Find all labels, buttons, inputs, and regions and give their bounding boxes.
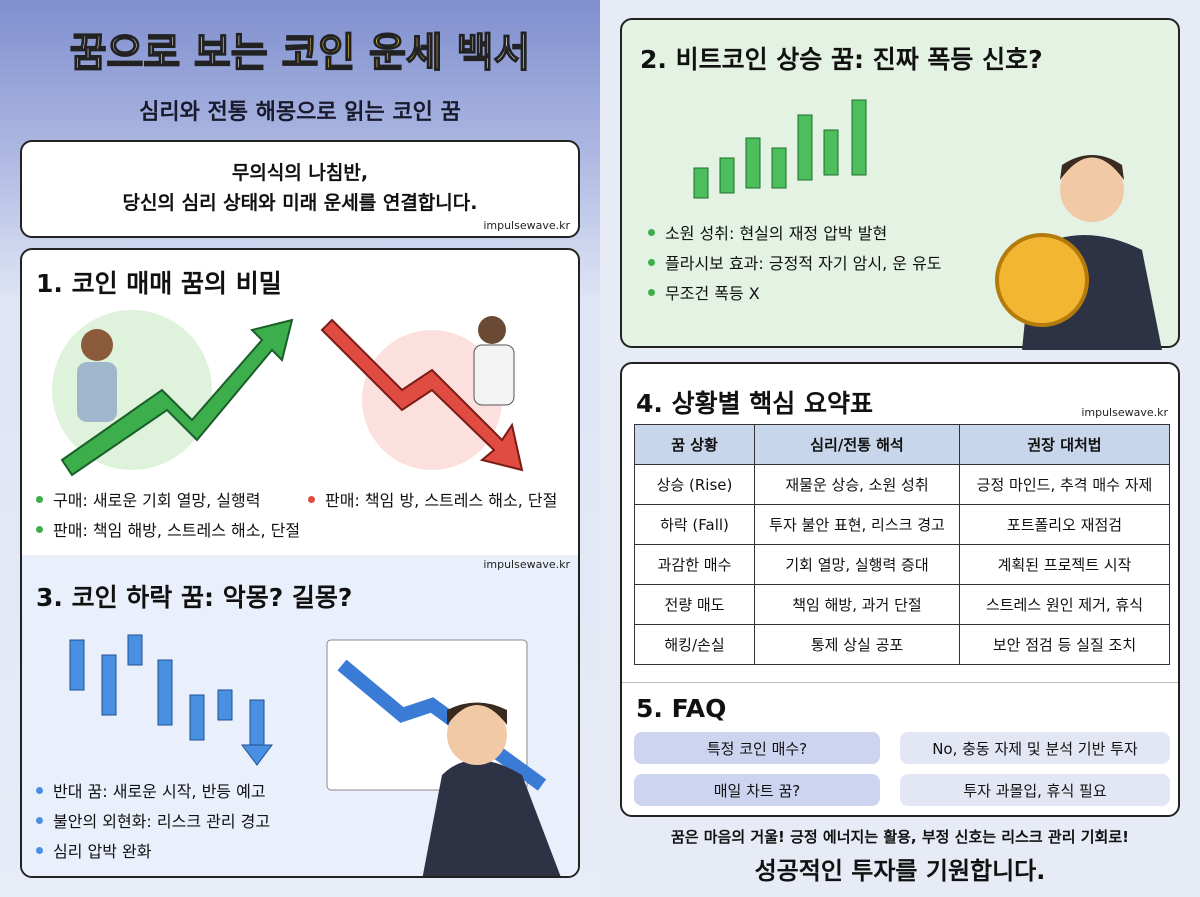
title: 꿈으로 보는 코인 운세 백서 xyxy=(0,20,600,78)
table-cell: 해킹/손실 xyxy=(634,624,755,665)
table-cell: 통제 상실 공포 xyxy=(754,624,960,665)
faq-answer: No, 충동 자제 및 분석 기반 투자 xyxy=(900,732,1170,764)
section-title: 4. 상황별 핵심 요약표 xyxy=(636,389,874,418)
summary-table: 꿈 상황 심리/전통 해석 권장 대처법 상승 (Rise) 재물운 상승, 소원 성취… xyxy=(634,424,1170,665)
section-title: 3. 코인 하락 꿈: 악몽? 길몽? xyxy=(36,583,353,612)
bullet-text: 심리 압박 완화 xyxy=(53,842,152,861)
section3-illustration xyxy=(69,634,561,876)
section-title: 1. 코인 매매 꿈의 비밀 xyxy=(36,269,282,298)
table-header-cell: 꿈 상황 xyxy=(634,424,755,465)
footer-line: 꿈은 마음의 거울! 긍정 에너지는 활용, 부정 신호는 리스크 관리 기회로… xyxy=(670,828,1129,846)
subtitle: 심리와 전통 해몽으로 읽는 코인 꿈 xyxy=(139,100,461,125)
table-row: 상승 (Rise) 재물운 상승, 소원 성취 긍정 마인드, 추격 매수 자제 xyxy=(634,464,1170,505)
table-cell: 과감한 매수 xyxy=(634,544,755,585)
section2-illustration xyxy=(693,99,1162,350)
intro-box: 무의식의 나침반, 당신의 심리 상태와 미래 운세를 연결합니다. impul… xyxy=(20,140,580,238)
table-row: 전량 매도 책임 해방, 과거 단절 스트레스 원인 제거, 휴식 xyxy=(634,584,1170,625)
bullet-text: 무조건 폭등 X xyxy=(665,284,760,303)
section-title: 5. FAQ xyxy=(636,694,727,723)
bullet-text: 판매: 책임 해방, 스트레스 해소, 단절 xyxy=(53,521,301,540)
source: impulsewave.kr xyxy=(1081,406,1168,419)
bullet-text: 구매: 새로운 기회 열망, 실행력 xyxy=(53,491,261,510)
table-cell: 전량 매도 xyxy=(634,584,755,625)
section2: 2. 비트코인 상승 꿈: 진짜 폭등 신호? 소원 성취: 현실의 재정 압박… xyxy=(620,18,1180,350)
right-panel: 4. 상황별 핵심 요약표 impulsewave.kr 꿈 상황 심리/전통 해… xyxy=(620,362,1180,817)
bullet-text: 소원 성취: 현실의 재정 압박 발현 xyxy=(665,224,888,243)
title-part: 꿈으로 보는 xyxy=(69,29,268,77)
table-cell: 하락 (Fall) xyxy=(634,504,755,545)
table-cell: 포트폴리오 재점검 xyxy=(959,504,1170,545)
bullet-text: 불안의 외현화: 리스크 관리 경고 xyxy=(53,812,271,831)
faq-question: 매일 차트 꿈? xyxy=(634,774,880,806)
intro-line: 당신의 심리 상태와 미래 운세를 연결합니다. xyxy=(122,192,478,214)
left-panel: 1. 코인 매매 꿈의 비밀 구매: 새로운 기회 열망, 실행력 판매: 책임… xyxy=(20,248,580,878)
table-row: 해킹/손실 통제 상실 공포 보안 점검 등 실질 조치 xyxy=(634,624,1170,665)
table-cell: 책임 해방, 과거 단절 xyxy=(754,584,960,625)
table-cell: 계획된 프로젝트 시작 xyxy=(959,544,1170,585)
bullet-text: 반대 꿈: 새로운 시작, 반등 예고 xyxy=(53,782,266,801)
intro-line: 무의식의 나침반, xyxy=(231,162,369,184)
bullet-text: 플라시보 효과: 긍정적 자기 암시, 운 유도 xyxy=(665,254,942,273)
table-cell: 투자 불안 표현, 리스크 경고 xyxy=(754,504,960,545)
footer-line: 성공적인 투자를 기원합니다. xyxy=(754,857,1046,885)
table-cell: 긍정 마인드, 추격 매수 자제 xyxy=(959,464,1170,505)
table-row: 과감한 매수 기회 열망, 실행력 증대 계획된 프로젝트 시작 xyxy=(634,544,1170,585)
table-cell: 기회 열망, 실행력 증대 xyxy=(754,544,960,585)
section3-bullets: 반대 꿈: 새로운 시작, 반등 예고 불안의 외현화: 리스크 관리 경고 심… xyxy=(36,775,270,865)
table-cell: 보안 점검 등 실질 조치 xyxy=(959,624,1170,665)
bullet-text: 판매: 책임 방, 스트레스 해소, 단절 xyxy=(325,491,558,510)
title-part: 백서 xyxy=(456,29,531,77)
table-cell: 상승 (Rise) xyxy=(634,464,755,505)
table-row: 하락 (Fall) 투자 불안 표현, 리스크 경고 포트폴리오 재점검 xyxy=(634,504,1170,545)
section-title: 2. 비트코인 상승 꿈: 진짜 폭등 신호? xyxy=(640,45,1043,74)
section1-illustration xyxy=(52,310,524,477)
faq-question: 특정 코인 매수? xyxy=(634,732,880,764)
table-cell: 스트레스 원인 제거, 휴식 xyxy=(959,584,1170,625)
source: impulsewave.kr xyxy=(483,219,570,232)
title-highlight: 코인 운세 xyxy=(281,29,444,77)
table-header-cell: 권장 대처법 xyxy=(959,424,1170,465)
section2-bullets: 소원 성취: 현실의 재정 압박 발현 플라시보 효과: 긍정적 자기 암시, … xyxy=(648,217,942,307)
faq-answer: 투자 과몰입, 휴식 필요 xyxy=(900,774,1170,806)
header: 꿈으로 보는 코인 운세 백서 심리와 전통 해몽으로 읽는 코인 꿈 xyxy=(0,20,600,126)
source: impulsewave.kr xyxy=(483,558,570,571)
table-cell: 재물운 상승, 소원 성취 xyxy=(754,464,960,505)
table-header-cell: 심리/전통 해석 xyxy=(754,424,960,465)
footer: 꿈은 마음의 거울! 긍정 에너지는 활용, 부정 신호는 리스크 관리 기회로… xyxy=(600,826,1200,886)
